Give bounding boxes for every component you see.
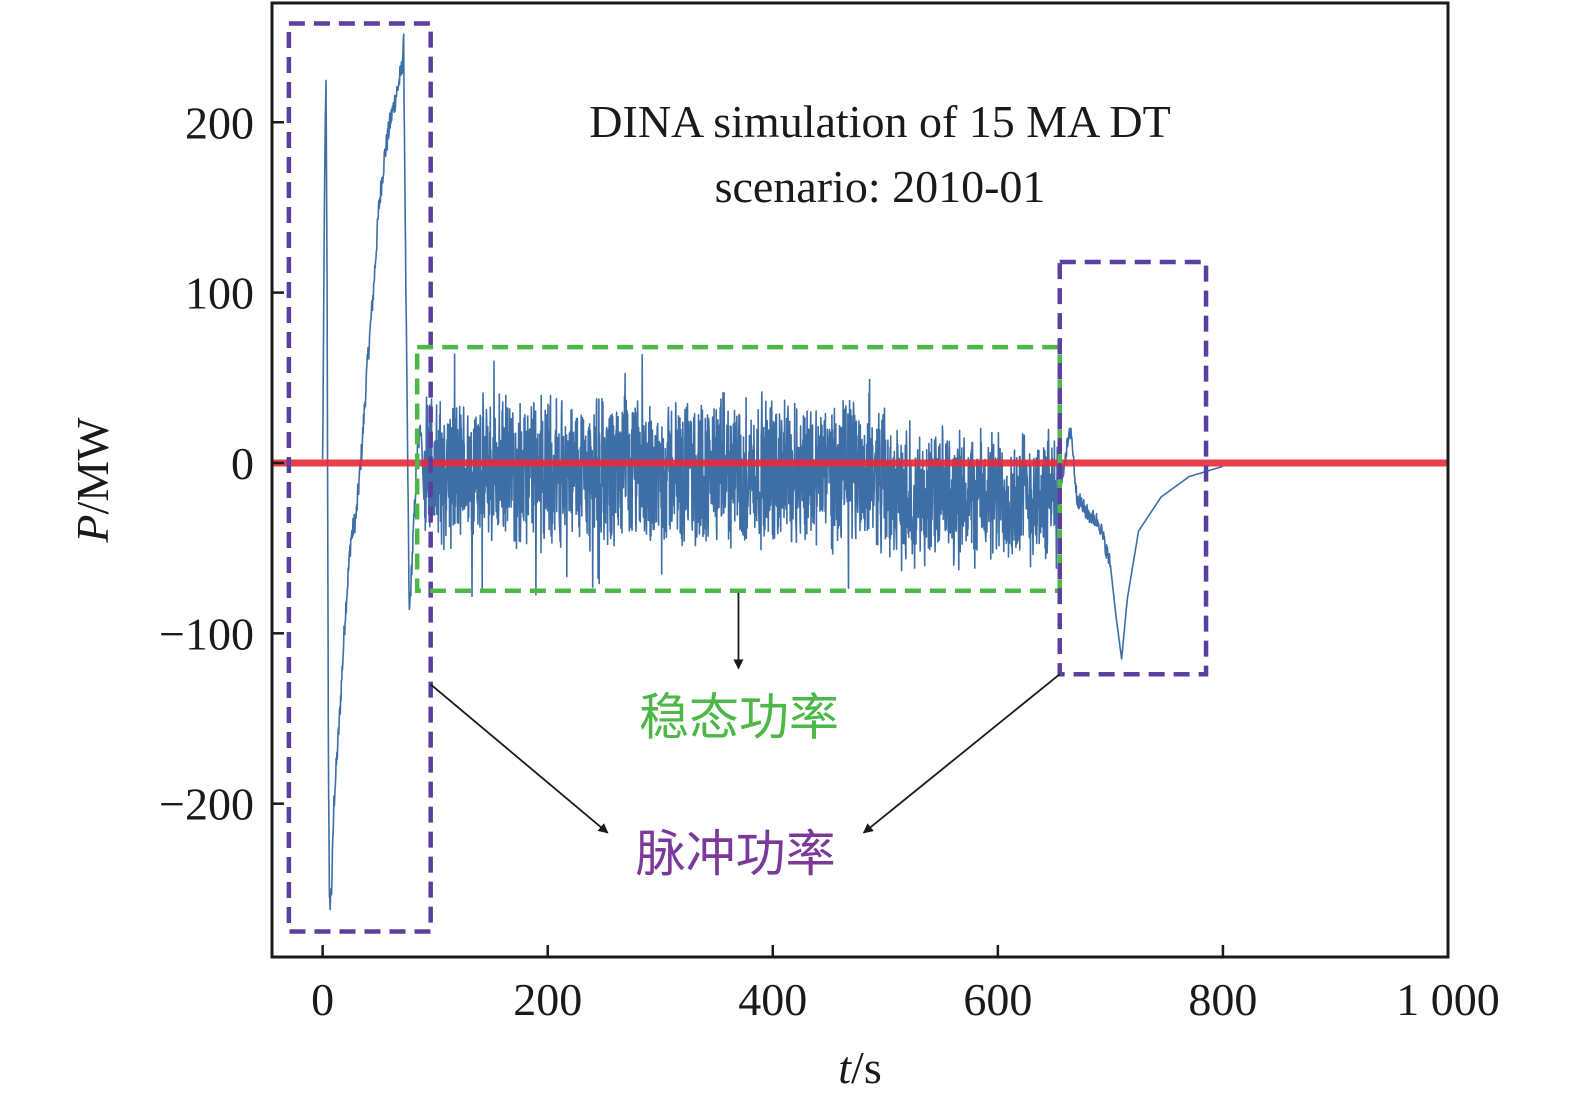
x-axis-label-unit: /s [851,1042,882,1093]
x-tick-label: 400 [738,974,807,1025]
y-tick-label: −100 [159,608,254,659]
y-axis-label-symbol: P [67,515,118,544]
pulse-region-box-2 [1057,259,1209,677]
power-series-line-0 [321,33,1223,911]
x-tick-label: 600 [963,974,1032,1025]
y-tick-label: 100 [185,268,254,319]
y-axis-label: P/MW [67,417,118,544]
annotation-boxes [286,21,1209,934]
chart-title-line-1: DINA simulation of 15 MA DT [589,96,1170,147]
x-axis-label: t/s [838,1042,881,1093]
arrow-pulse-left [430,683,609,834]
pulse-power-annotation: 脉冲功率 [636,825,836,883]
chart-title-line-2: scenario: 2010-01 [715,161,1046,212]
plot-frame [270,1,1450,959]
y-tick-label: 200 [185,97,254,148]
annotation-arrows [430,592,1061,834]
y-tick-label: −200 [159,779,254,830]
x-axis-label-symbol: t [838,1042,852,1093]
steady-power-annotation: 稳态功率 [639,689,839,747]
arrow-pulse-right [862,673,1061,834]
power-trace-layer [321,33,1223,911]
x-tick-label: 800 [1188,974,1257,1025]
x-tick-label: 1 000 [1396,974,1500,1025]
x-tick-label: 0 [311,974,334,1025]
y-tick-label: 0 [231,438,254,489]
y-axis-label-unit: /MW [67,417,118,515]
x-tick-label: 200 [513,974,582,1025]
